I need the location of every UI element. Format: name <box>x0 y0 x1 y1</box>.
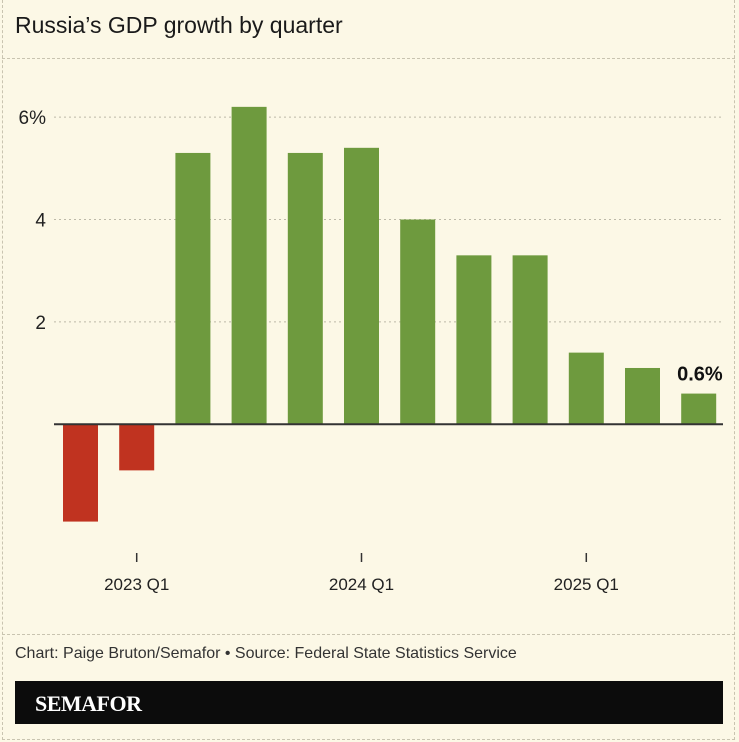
bar-2025-q3 <box>681 393 717 425</box>
brand-bar: SEMAFOR <box>15 681 723 724</box>
bar-chart: 2 4 6% 2023 Q1 2024 Q1 2025 Q1 0.6% <box>19 106 723 594</box>
y-tick-label: 6% <box>19 108 47 129</box>
semafor-logo: SEMAFOR <box>35 691 142 716</box>
chart-title: Russia’s GDP growth by quarter <box>15 12 343 38</box>
x-tick-label: 2023 Q1 <box>104 575 169 594</box>
bar-2025-q2 <box>625 367 660 425</box>
value-label: 0.6% <box>677 364 723 386</box>
divider-bottom <box>2 634 735 635</box>
bar-2022-q4 <box>63 424 98 522</box>
bar-2025-q1 <box>568 352 604 425</box>
y-tick-label: 4 <box>35 211 46 232</box>
x-tick-label: 2025 Q1 <box>554 575 619 594</box>
bar-2023-q3 <box>231 106 267 425</box>
source-credit: Chart: Paige Bruton/Semafor • Source: Fe… <box>15 645 517 662</box>
bar-2024-q4 <box>512 255 548 425</box>
bar-2023-q4 <box>287 152 323 425</box>
bar-2024-q3 <box>456 255 492 425</box>
y-tick-label: 2 <box>35 313 46 334</box>
bar-2024-q2 <box>400 219 436 425</box>
x-tick-label: 2024 Q1 <box>329 575 394 594</box>
bar-2024-q1 <box>344 147 379 425</box>
divider-top <box>2 58 735 59</box>
bar-2023-q2 <box>175 152 211 425</box>
bar-2023-q1 <box>119 424 155 471</box>
